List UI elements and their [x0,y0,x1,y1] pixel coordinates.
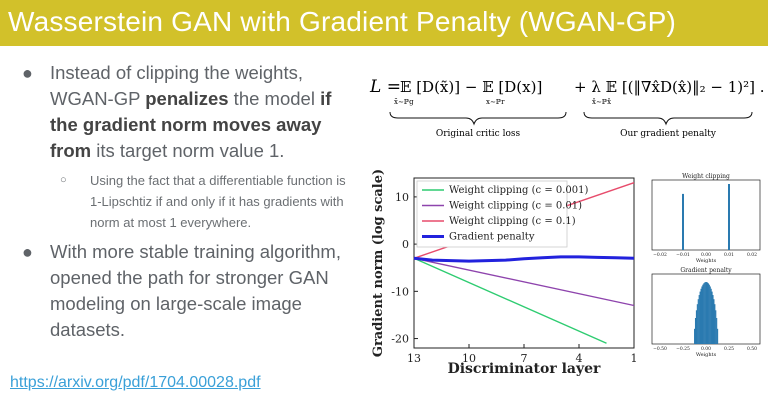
histogram-bar [706,282,708,344]
histogram-bar [709,286,711,344]
histogram-bar [682,193,684,250]
bullet-2-text: With more stable training algorithm, ope… [50,241,341,340]
histogram-bar [696,304,698,344]
slide-title: Wasserstein GAN with Gradient Penalty (W… [8,6,677,37]
gradient-norm-chart: 10 0 -10 -20 13 10 7 4 1 Discriminator layer Gradi… [371,170,638,377]
histogram-bar [703,283,705,344]
formula-term1: 𝔼 [D(x̃)] − 𝔼 [D(x)] [400,78,542,96]
histogram-bar [728,184,730,250]
bullet-1-text-c: its target norm value 1. [91,140,285,161]
histogram-tick-label: 0.01 [724,252,734,258]
histogram-bar [713,299,715,344]
histogram-tick-label: 0.00 [701,346,711,352]
bullet-1: ● Instead of clipping the weights, WGAN-… [18,60,353,164]
bullet-1-bold-b: if the gradient norm moves away from [50,88,332,161]
formula-term1-sub1: x̃∼ℙg [394,97,414,106]
histogram-bar [712,295,714,344]
histogram-bar [698,295,700,344]
histogram-panel-2: Gradient penalty −0.50 −0.25 0.00 0.25 0.50 We… [651,267,761,358]
histogram-bar [702,284,704,344]
sub-bullet-1: ○ Using the fact that a differentiable f… [18,170,353,233]
brace-penalty [583,111,753,126]
histogram-bar [708,284,710,344]
histogram-tick-label: 0.25 [724,346,734,352]
x-tick-label: 4 [576,352,583,365]
y-axis-label: Gradient norm (log scale) [371,170,386,357]
histogram-bar [711,291,713,344]
histogram-bar [704,282,706,344]
y-tick-label: -20 [391,333,409,346]
histogram-tick-label: −0.01 [676,252,690,258]
legend-label: Weight clipping (c = 0.01) [449,201,582,212]
legend-label: Weight clipping (c = 0.001) [449,185,589,196]
x-tick-label: 10 [462,352,476,365]
bullet-list: ● Instead of clipping the weights, WGAN-… [18,60,353,343]
chart-legend: Weight clipping (c = 0.001) Weight clippi… [416,180,589,248]
histogram-bar [716,318,718,344]
formula-term2: + λ 𝔼 [(‖∇x̂D(x̂)‖₂ − 1)²] . [574,78,764,96]
histogram-bar [715,310,717,344]
series-line-2 [413,257,635,307]
formula-term2-sub: x̂∼ℙx̂ [592,97,611,106]
histogram-panel-1: Weight clipping −0.02 −0.01 0.00 0.01 0.02 Wei… [651,173,761,264]
histogram-bar [694,318,697,344]
x-tick-label: 13 [407,352,421,365]
histogram-title: Weight clipping [682,173,730,180]
y-tick-label: 0 [402,238,409,251]
formula-term1-sub2: x∼ℙr [486,98,505,106]
histogram-tick-label: −0.02 [653,252,667,258]
histogram-tick-label: 0.02 [747,252,757,258]
histogram-bar [710,288,712,344]
histogram-bar [695,310,697,344]
label-gradient-penalty: Our gradient penalty [620,129,717,139]
x-axis-label: Discriminator layer [448,361,601,377]
bullet-2: ● With more stable training algorithm, o… [18,239,353,343]
histogram-frame [651,179,761,251]
histogram-x-label: Weights [696,352,717,358]
legend-label: Weight clipping (c = 0.1) [449,216,576,227]
legend-label: Gradient penalty [449,232,535,243]
label-original-critic-loss: Original critic loss [436,129,521,139]
histogram-x-label: Weights [696,258,717,264]
x-tick-label: 7 [521,352,528,365]
series-line-4 [413,255,635,263]
sub-bullet-1-text: Using the fact that a differentiable fun… [90,173,346,230]
histogram-bar [717,328,719,344]
histogram-tick-label: 0.50 [747,346,757,352]
histogram-tick-label: −0.25 [676,346,690,352]
title-bar: Wasserstein GAN with Gradient Penalty (W… [0,0,768,46]
histogram-bar [705,282,707,344]
bullet-1-text-a: Instead of clipping the weights, WGAN-GP [50,62,303,109]
bullet-1-text-b: the model [228,88,321,109]
x-tick-label: 1 [631,352,638,365]
bullet-dot-icon: ● [22,242,33,262]
histogram-bar [714,304,716,344]
brace-original [389,111,567,126]
histogram-bar [706,282,709,344]
histogram-bar [699,291,701,344]
bullet-1-bold-a: penalizes [145,88,229,109]
histogram-bar [700,288,702,344]
y-tick-label: 10 [395,191,409,204]
histogram-title: Gradient penalty [680,267,732,274]
bullet-dot-icon: ● [22,63,33,83]
histogram-tick-label: 0.00 [701,252,711,258]
formula-lhs: L = [369,77,401,97]
paper-link[interactable]: https://arxiv.org/pdf/1704.00028.pdf [10,374,261,391]
histogram-bar [694,328,696,344]
y-tick-label: -10 [391,285,409,298]
histogram-tick-label: −0.50 [653,346,667,352]
histogram-bar [707,283,709,344]
series-line-1 [413,257,607,344]
sub-bullet-ring-icon: ○ [60,174,67,186]
histogram-bar [697,299,699,344]
histogram-bar [701,286,703,344]
weight-histograms: Weight clipping −0.02 −0.01 0.00 0.01 0.02 Wei… [651,173,761,358]
loss-formula: L = 𝔼 [D(x̃)] − 𝔼 [D(x)] x̃∼ℙg x∼ℙr + λ … [369,77,764,139]
